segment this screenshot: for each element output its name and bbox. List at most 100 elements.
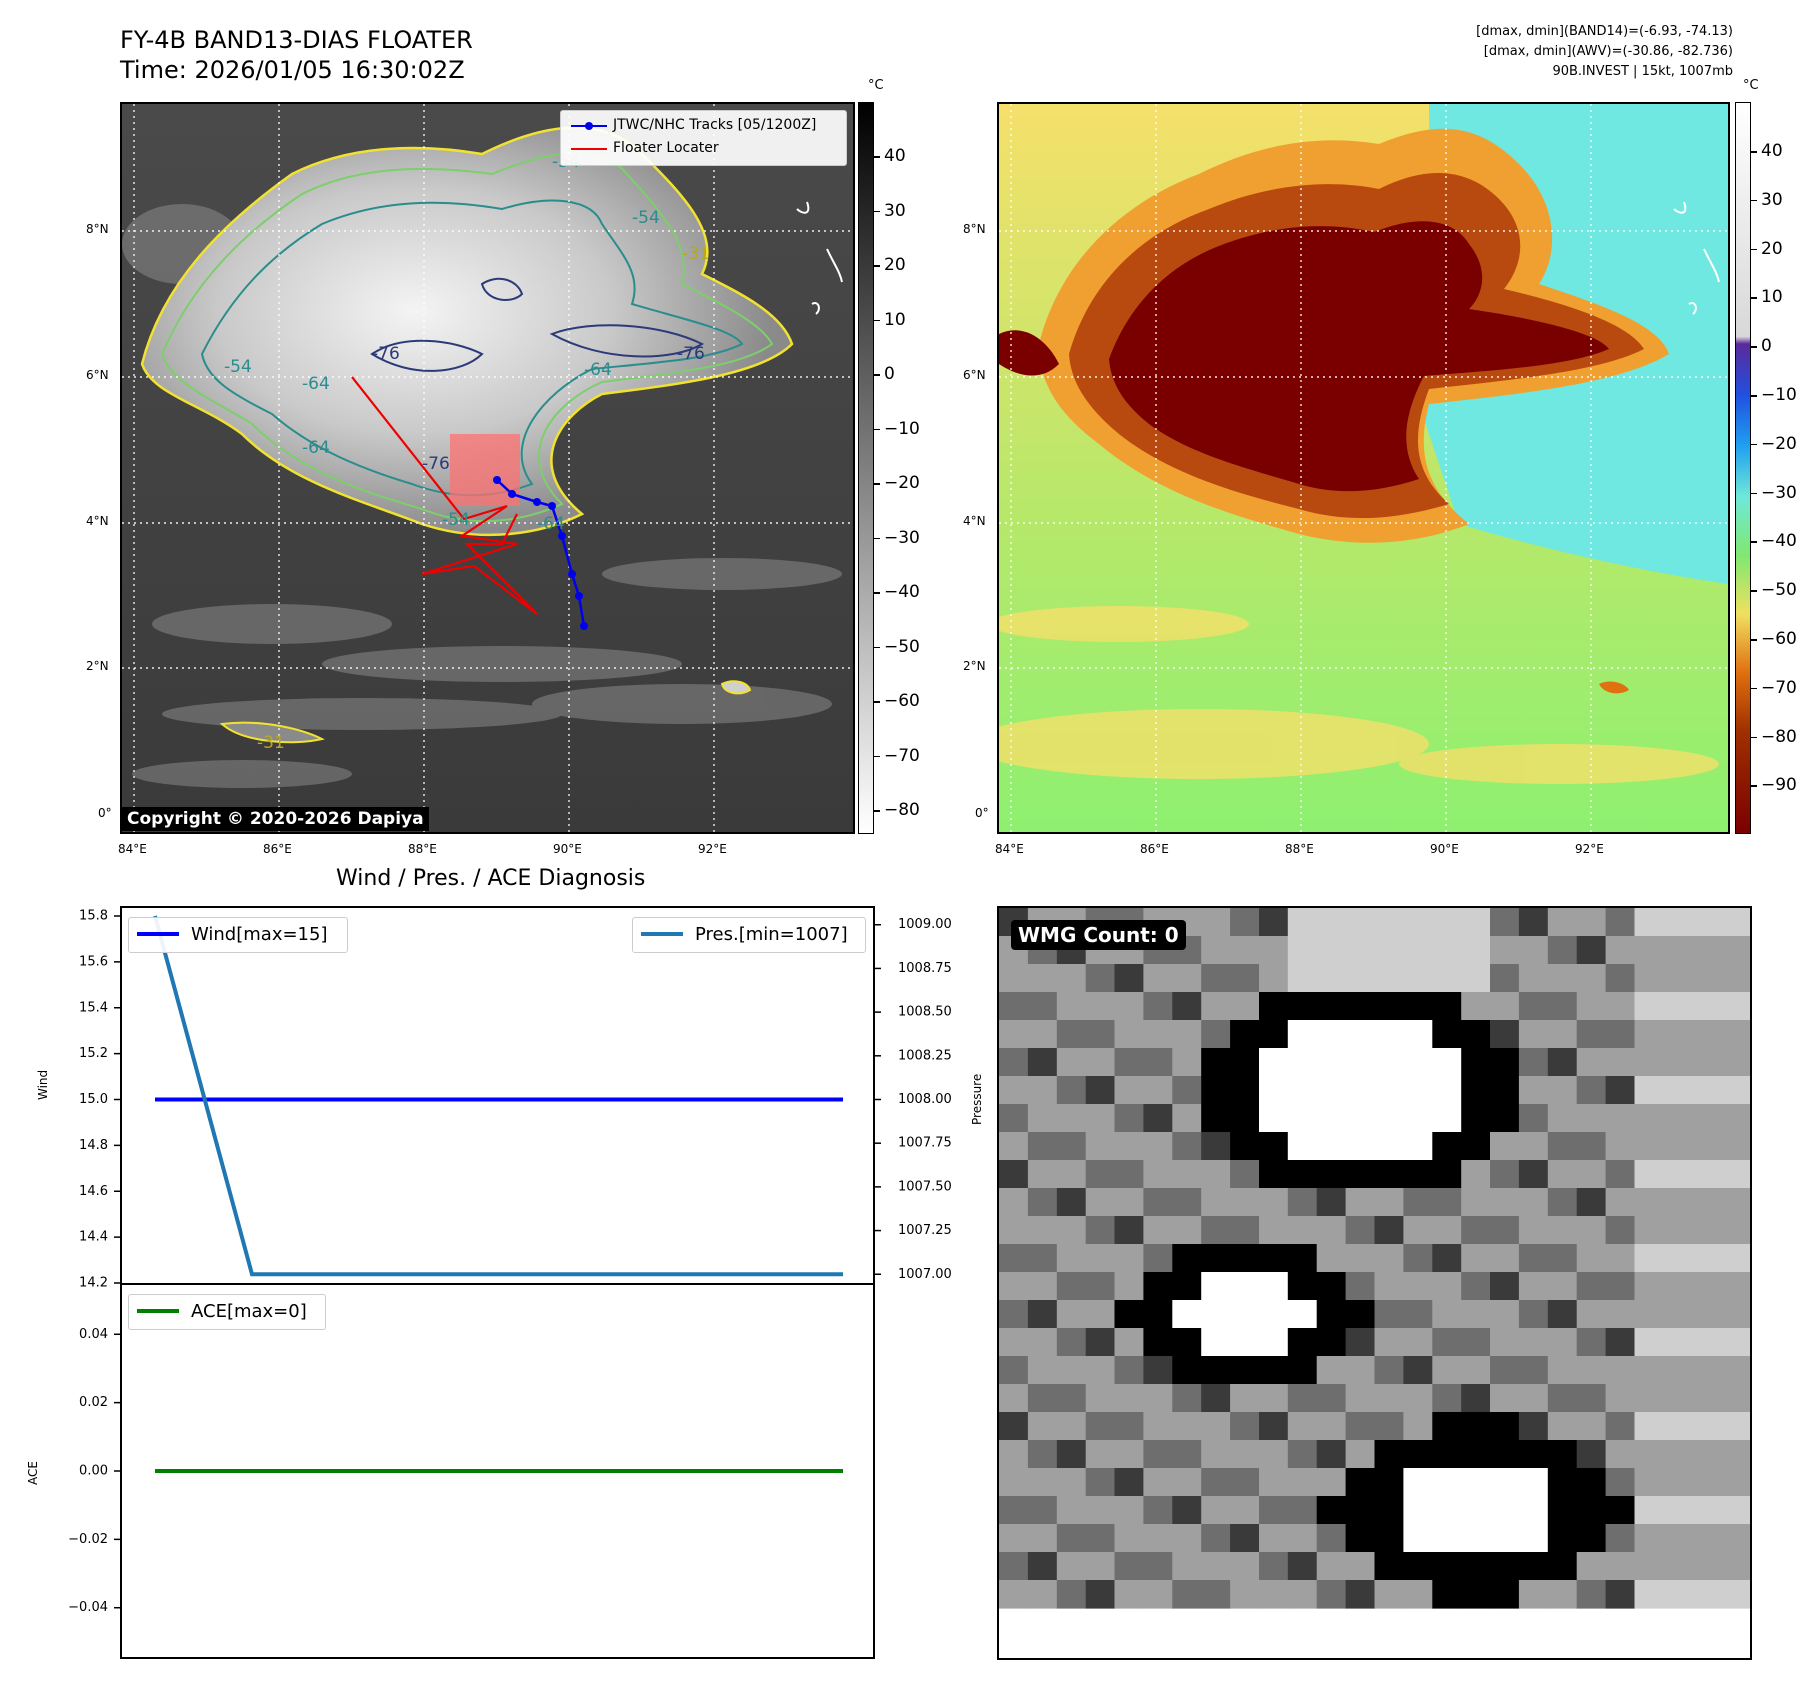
wmg-cell bbox=[1374, 964, 1404, 993]
wmg-cell bbox=[1114, 1356, 1144, 1385]
wmg-cell bbox=[1287, 1412, 1318, 1441]
wmg-cell bbox=[1663, 1160, 1693, 1189]
wmg-cell bbox=[1172, 992, 1202, 1021]
wmg-cell bbox=[1114, 1300, 1144, 1329]
wmg-cell bbox=[1518, 1020, 1549, 1049]
wmg-cell bbox=[1547, 1048, 1578, 1077]
colorbar-tick-mark bbox=[1751, 443, 1757, 446]
colorbar-tick-label: 30 bbox=[1761, 189, 1783, 210]
wmg-cell bbox=[1461, 1216, 1491, 1245]
colorbar-tick-mark bbox=[1751, 346, 1757, 348]
track-legend-swatch bbox=[571, 122, 607, 130]
wmg-cell bbox=[1605, 1440, 1636, 1469]
wmg-cell bbox=[1085, 1076, 1116, 1105]
wmg-cell bbox=[1576, 1272, 1607, 1301]
wmg-cell bbox=[1374, 1188, 1404, 1217]
wmg-cell bbox=[1230, 1524, 1260, 1553]
wmg-cell bbox=[1085, 1412, 1116, 1441]
wmg-cell bbox=[999, 1496, 1029, 1525]
wmg-cell bbox=[1114, 1188, 1144, 1217]
wmg-cell bbox=[1230, 1440, 1260, 1469]
wmg-cell bbox=[1230, 1132, 1260, 1161]
wmg-cell bbox=[1663, 1244, 1693, 1273]
wmg-cell bbox=[1576, 992, 1607, 1021]
wmg-cell bbox=[1027, 1188, 1058, 1217]
wmg-cell bbox=[1056, 1384, 1087, 1413]
wmg-cell bbox=[1634, 1132, 1664, 1161]
wmg-cell bbox=[1432, 992, 1462, 1021]
wmg-cell bbox=[1721, 908, 1750, 937]
contour-label: -31 bbox=[682, 244, 710, 264]
wmg-cell bbox=[1316, 1580, 1347, 1609]
wmg-cell bbox=[1605, 1132, 1636, 1161]
wmg-cell bbox=[1432, 1552, 1462, 1581]
wmg-cell bbox=[999, 1300, 1029, 1329]
wmg-cell bbox=[1316, 1552, 1347, 1581]
colorbar-tick-label: −30 bbox=[884, 527, 920, 548]
wmg-cell bbox=[1374, 1356, 1404, 1385]
wmg-cell bbox=[1461, 1440, 1491, 1469]
wmg-cell bbox=[1085, 1468, 1116, 1497]
colorbar-tick-mark bbox=[874, 210, 880, 212]
ace-tick-label: 0.02 bbox=[79, 1395, 108, 1410]
wmg-cell bbox=[1547, 1132, 1578, 1161]
wmg-cell bbox=[999, 1440, 1029, 1469]
wmg-cell bbox=[1143, 1104, 1173, 1133]
wmg-cell bbox=[1374, 1020, 1404, 1049]
wmg-cell bbox=[1114, 1160, 1144, 1189]
wmg-cell bbox=[1259, 1104, 1289, 1133]
ace-legend-swatch bbox=[137, 1309, 179, 1313]
pressure-legend-swatch bbox=[641, 932, 683, 936]
legend-track-label: JTWC/NHC Tracks [05/1200Z] bbox=[613, 117, 817, 133]
colorbar-tick-label: −50 bbox=[1761, 580, 1797, 601]
wmg-cell bbox=[1172, 1300, 1202, 1329]
wmg-cell bbox=[1576, 1496, 1607, 1525]
wmg-cell bbox=[1721, 1104, 1750, 1133]
colorbar-tick-label: −10 bbox=[884, 418, 920, 439]
wmg-cell bbox=[1634, 1160, 1664, 1189]
wmg-cell bbox=[1056, 992, 1087, 1021]
colorbar-tick-mark bbox=[1751, 590, 1757, 592]
wmg-cell bbox=[1201, 1188, 1231, 1217]
wmg-cell bbox=[1316, 992, 1347, 1021]
wmg-cell bbox=[1374, 1412, 1404, 1441]
wmg-cell bbox=[1230, 1216, 1260, 1245]
wmg-cell bbox=[1316, 1328, 1347, 1357]
wmg-cell bbox=[1027, 1384, 1058, 1413]
awv-map-panel bbox=[997, 102, 1730, 834]
wmg-cell bbox=[1201, 1356, 1231, 1385]
wmg-cell bbox=[1547, 1244, 1578, 1273]
wmg-cell bbox=[1634, 1552, 1664, 1581]
wmg-cell bbox=[1374, 1384, 1404, 1413]
wmg-cell bbox=[1374, 1244, 1404, 1273]
wmg-cell bbox=[1287, 1188, 1318, 1217]
wmg-cell bbox=[1490, 1524, 1520, 1553]
wmg-cell bbox=[1172, 1104, 1202, 1133]
wmg-cell bbox=[1490, 1440, 1520, 1469]
wmg-cell bbox=[1692, 1524, 1722, 1553]
wmg-cell bbox=[1259, 936, 1289, 965]
floater-legend-swatch bbox=[571, 148, 607, 150]
wmg-cell bbox=[1027, 1048, 1058, 1077]
colorbar-tick-label: −80 bbox=[884, 800, 920, 820]
wmg-cell bbox=[1721, 1468, 1750, 1497]
wmg-cell bbox=[1490, 1188, 1520, 1217]
wmg-cell bbox=[1518, 1524, 1549, 1553]
wmg-cell bbox=[1056, 1272, 1087, 1301]
wmg-cell bbox=[1230, 964, 1260, 993]
wmg-cell bbox=[1230, 1244, 1260, 1273]
colorbar-tick-label: −90 bbox=[1761, 775, 1797, 796]
wmg-cell bbox=[1663, 1300, 1693, 1329]
wmg-cell bbox=[1432, 1524, 1462, 1553]
wmg-cell bbox=[1576, 1076, 1607, 1105]
wmg-cell bbox=[1143, 1020, 1173, 1049]
colorbar-tick-label: −50 bbox=[884, 636, 920, 657]
legend-floater-label: Floater Locater bbox=[613, 140, 719, 156]
wmg-cell bbox=[1432, 1160, 1462, 1189]
wmg-cell bbox=[1605, 1580, 1636, 1609]
pressure-tick-label: 1008.00 bbox=[898, 1092, 952, 1107]
wmg-cell bbox=[1663, 1272, 1693, 1301]
colorbar-tick-mark bbox=[1751, 151, 1757, 153]
wmg-cell bbox=[1461, 1524, 1491, 1553]
colorbar-tick-mark bbox=[874, 592, 880, 594]
